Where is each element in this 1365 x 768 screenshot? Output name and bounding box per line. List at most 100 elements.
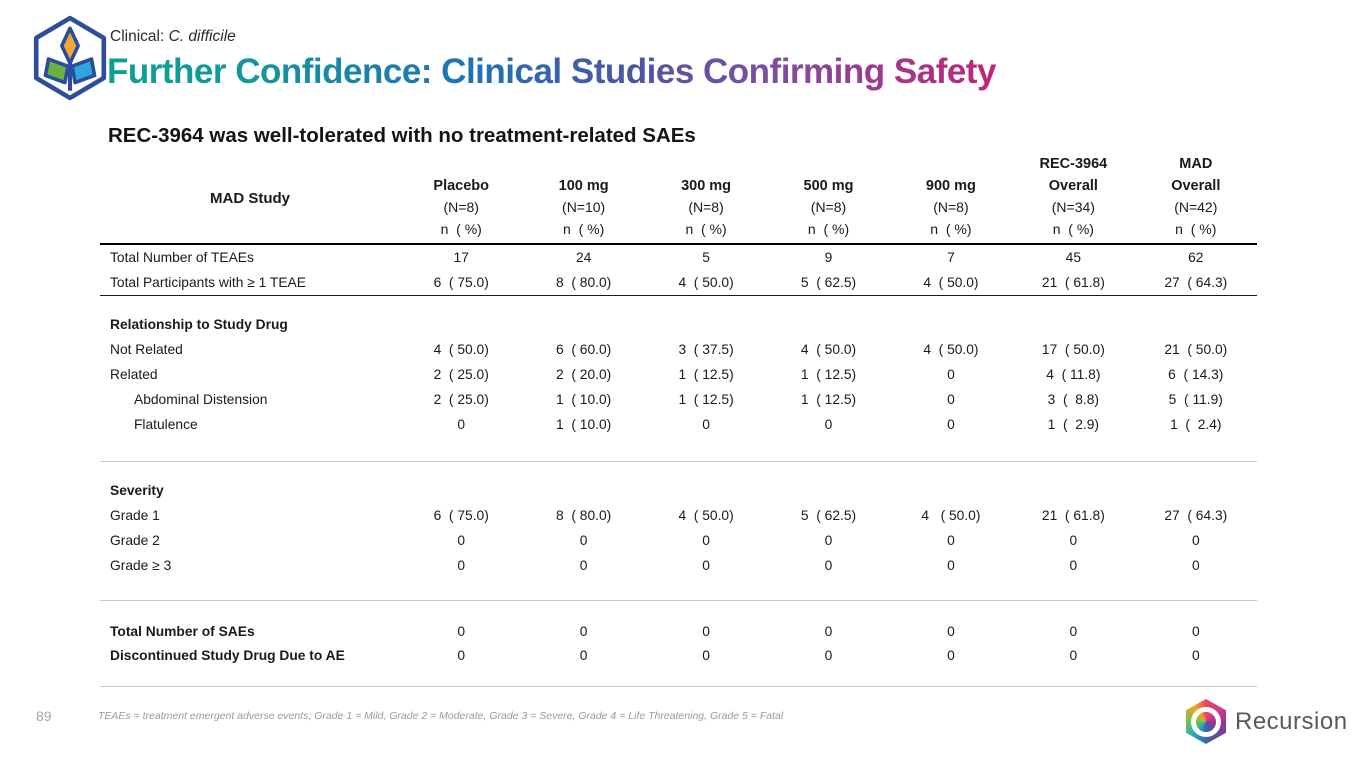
cell: 0 [1069, 557, 1078, 573]
cell: 4 ( 50.0) [923, 342, 979, 358]
cell: 0 [579, 533, 588, 549]
cell: 0 [1191, 623, 1200, 639]
cell: 5 [702, 249, 710, 265]
column-np: n ( %) [685, 220, 727, 237]
table-rule [100, 599, 1257, 601]
table-row: Abdominal Distension 2 ( 25.0) 1 ( 10.0) 1 … [100, 387, 1257, 412]
cell: 5 ( 62.5) [800, 508, 857, 524]
table-row: Total Number of TEAEs 17 24 5 9 7 45 62 [100, 245, 1257, 270]
table-gap [100, 578, 1257, 600]
cell: 0 [824, 557, 833, 573]
cell: 4 ( 50.0) [678, 508, 734, 524]
cell: 0 [702, 533, 710, 549]
cell: 0 [947, 391, 955, 407]
cell: 8 ( 80.0) [556, 508, 612, 524]
column-name-line: 100 mg [558, 177, 609, 194]
brand-lockup: Recursion [1186, 699, 1348, 744]
eyebrow-pathogen: C. difficile [168, 28, 236, 45]
cell: 8 ( 80.0) [556, 274, 612, 290]
column-n: (N=10) [562, 199, 606, 215]
column-np: n ( %) [807, 220, 850, 237]
cell: 0 [947, 648, 955, 664]
column-np: n ( %) [1175, 220, 1217, 237]
cell: 9 [824, 249, 833, 265]
cell: 0 [824, 623, 833, 639]
cell: 0 [702, 416, 710, 432]
cell: 0 [579, 648, 588, 664]
column-header: REC-3964 Overall (N=34) n ( %) [1012, 153, 1134, 243]
row-label: Not Related [110, 342, 183, 358]
cell: 6 ( 60.0) [556, 342, 612, 358]
cell: 62 [1188, 249, 1204, 265]
slide-subtitle: REC-3964 was well-tolerated with no trea… [108, 124, 696, 147]
table-row: Grade 1 6 ( 75.0) 8 ( 80.0) 4 ( 50.0) 5 ( 62… [100, 503, 1257, 528]
row-label: Grade 1 [110, 508, 160, 524]
cell: 3 ( 37.5) [678, 342, 734, 358]
table-row: Discontinued Study Drug Due to AE 0 0 0 0 0 0 0 [100, 644, 1257, 669]
table-row: Total Participants with ≥ 1 TEAE 6 ( 75.0… [100, 270, 1257, 295]
brand-name: Recursion [1235, 707, 1348, 735]
cell: 0 [824, 416, 833, 432]
footnote: TEAEs = treatment emergent adverse event… [98, 710, 784, 722]
cell: 0 [1069, 533, 1078, 549]
table-gap [100, 668, 1257, 686]
table-row: Not Related 4 ( 50.0) 6 ( 60.0) 3 ( 37.5) 4 … [100, 337, 1257, 362]
cell: 2 ( 20.0) [556, 367, 612, 383]
cell: 5 ( 62.5) [800, 274, 857, 290]
table-row: Grade 2 0 0 0 0 0 0 0 [100, 528, 1257, 553]
cell: 17 [453, 249, 469, 265]
cell: 6 ( 75.0) [433, 274, 489, 290]
table-row: Severity [100, 479, 1257, 504]
cell: 1 ( 2.9) [1047, 416, 1100, 432]
table-row: Total Number of SAEs 0 0 0 0 0 0 0 [100, 619, 1257, 644]
cell: 1 ( 10.0) [556, 416, 612, 432]
cell: 4 ( 50.0) [678, 274, 734, 290]
column-name-line: 500 mg [803, 177, 854, 194]
cell: 4 ( 50.0) [923, 274, 979, 290]
cell: 0 [1191, 533, 1200, 549]
row-label: Discontinued Study Drug Due to AE [110, 648, 345, 664]
cell: 0 [457, 416, 466, 432]
cell: 1 ( 12.5) [800, 367, 857, 383]
company-plant-logo-icon [33, 15, 107, 101]
cell: 1 ( 12.5) [678, 367, 734, 383]
cell: 0 [947, 533, 955, 549]
table-gap [100, 296, 1257, 313]
cell: 0 [947, 557, 955, 573]
cell: 2 ( 25.0) [433, 367, 489, 383]
cell: 4 ( 11.8) [1046, 367, 1101, 383]
cell: 21 ( 61.8) [1041, 274, 1105, 290]
column-n: (N=34) [1051, 199, 1095, 215]
column-name-line: MAD [1179, 156, 1213, 172]
row-label: Abdominal Distension [134, 391, 268, 407]
cell: 1 ( 12.5) [678, 391, 734, 407]
column-n: (N=8) [933, 199, 969, 215]
column-np: n ( %) [440, 220, 482, 237]
cell: 5 ( 11.9) [1168, 391, 1223, 407]
cell: 7 [947, 249, 955, 265]
cell: 24 [575, 249, 592, 265]
column-np: n ( %) [930, 220, 972, 237]
cell: 21 ( 50.0) [1164, 342, 1228, 358]
table-body: Total Number of TEAEs 17 24 5 9 7 45 62 Total Pa… [100, 245, 1257, 688]
row-label: Total Participants with ≥ 1 TEAE [110, 274, 306, 290]
cell: 0 [579, 557, 588, 573]
safety-table: MAD Study Placebo (N=8) n ( %) 100 mg (N=10)… [100, 153, 1257, 688]
table-rule [100, 686, 1257, 688]
table-header-row: MAD Study Placebo (N=8) n ( %) 100 mg (N=10)… [100, 153, 1257, 245]
column-name-line: Overall [1171, 177, 1221, 194]
cell: 0 [702, 557, 710, 573]
column-name-line: 900 mg [925, 177, 976, 194]
cell: 0 [457, 557, 466, 573]
column-n: (N=8) [443, 199, 479, 215]
table-gap [100, 462, 1257, 479]
cell: 0 [1191, 557, 1200, 573]
cell: 1 ( 2.4) [1170, 416, 1222, 432]
table-row: Flatulence 0 1 ( 10.0) 0 0 0 1 ( 2.9) 1 ( 2.4) [100, 412, 1257, 437]
column-header: 500 mg (N=8) n ( %) [767, 153, 889, 243]
table-gap [100, 437, 1257, 461]
table-rule [100, 460, 1257, 462]
cell: 0 [824, 648, 833, 664]
cell: 0 [947, 623, 955, 639]
